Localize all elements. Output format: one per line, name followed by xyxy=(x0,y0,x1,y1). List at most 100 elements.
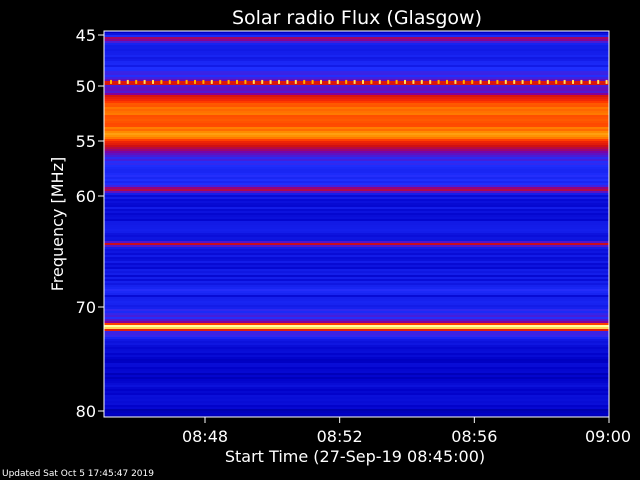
spectrum-row xyxy=(104,31,609,33)
spectrum-row xyxy=(104,355,609,357)
interference-dot xyxy=(429,79,432,84)
spectrum-row xyxy=(104,45,609,47)
spectrum-row xyxy=(104,67,609,69)
spectrum-row xyxy=(104,357,609,359)
spectrum-row xyxy=(104,105,609,107)
spectrum-row xyxy=(104,303,609,305)
interference-dot xyxy=(412,79,415,84)
spectrum-row xyxy=(104,383,609,385)
spectrum-row xyxy=(104,111,609,113)
spectrum-row xyxy=(104,285,609,287)
spectrum-row xyxy=(104,305,609,307)
spectrum-row xyxy=(104,55,609,57)
interference-dot xyxy=(479,79,482,84)
spectrum-row xyxy=(104,257,609,259)
spectrum-row xyxy=(104,329,609,331)
spectrum-row xyxy=(104,239,609,241)
spectrum-row xyxy=(104,231,609,233)
interference-dot xyxy=(462,79,465,84)
spectrum-row xyxy=(104,113,609,115)
spectrum-row xyxy=(104,263,609,265)
spectrum-row xyxy=(104,205,609,207)
spectrum-row xyxy=(104,235,609,237)
spectrum-row xyxy=(104,123,609,125)
spectrum-row xyxy=(104,399,609,401)
spectrum-row xyxy=(104,93,609,95)
spectrum-row xyxy=(104,77,609,79)
spectrum-row xyxy=(104,97,609,99)
spectrum-row xyxy=(104,73,609,75)
spectrum-row xyxy=(104,139,609,141)
interference-dot xyxy=(168,79,171,84)
spectrum-row xyxy=(104,181,609,183)
y-tick-label: 80 xyxy=(76,402,96,421)
updated-timestamp: Updated Sat Oct 5 17:45:47 2019 xyxy=(2,469,154,479)
spectrum-row xyxy=(104,245,609,247)
interference-dot xyxy=(378,79,381,84)
spectrum-row xyxy=(104,277,609,279)
y-tick-label: 45 xyxy=(76,26,96,45)
spectrum-row xyxy=(104,153,609,155)
interference-dot xyxy=(152,79,154,84)
spectrum-row xyxy=(104,149,609,151)
spectrum-row xyxy=(104,223,609,225)
spectrum-row xyxy=(104,363,609,365)
spectrum-row xyxy=(104,117,609,119)
plot-area xyxy=(103,30,610,418)
spectrum-row xyxy=(104,261,609,263)
spectrum-row xyxy=(104,271,609,273)
spectrum-row xyxy=(104,57,609,59)
spectrum-row xyxy=(104,49,609,51)
spectrum-row xyxy=(104,39,609,41)
spectrum-row xyxy=(104,301,609,303)
spectrum-row xyxy=(104,109,609,111)
spectrum-row xyxy=(104,339,609,341)
spectrum-row xyxy=(104,255,609,257)
x-tick-label: 08:52 xyxy=(317,427,363,446)
interference-dot xyxy=(269,79,272,84)
spectrum-row xyxy=(104,145,609,147)
spectrum-row xyxy=(104,359,609,361)
interference-dot xyxy=(244,79,247,84)
interference-dot xyxy=(513,79,516,84)
spectrum-row xyxy=(104,365,609,367)
y-tick-label: 50 xyxy=(76,77,96,96)
spectrum-row xyxy=(104,179,609,181)
spectrum-row xyxy=(104,225,609,227)
spectrum-row xyxy=(104,391,609,393)
spectrum-row xyxy=(104,247,609,249)
spectrum-row xyxy=(104,369,609,371)
spectrum-row xyxy=(104,43,609,45)
spectrum-row xyxy=(104,75,609,77)
interference-dot xyxy=(446,79,448,84)
interference-dot xyxy=(219,79,222,84)
spectrum-row xyxy=(104,361,609,363)
spectrum-row xyxy=(104,389,609,391)
spectrum-row xyxy=(104,325,609,327)
spectrum-row xyxy=(104,379,609,381)
spectrum-row xyxy=(104,283,609,285)
spectrum-row xyxy=(104,397,609,399)
spectrum-row xyxy=(104,201,609,203)
spectrum-row xyxy=(104,61,609,63)
spectrum-row xyxy=(104,91,609,93)
interference-dot xyxy=(395,79,398,84)
x-axis-label: Start Time (27-Sep-19 08:45:00) xyxy=(225,447,485,466)
spectrum-row xyxy=(104,207,609,209)
interference-dot xyxy=(362,79,364,84)
spectrum-row xyxy=(104,289,609,291)
interference-dot xyxy=(261,79,264,84)
spectrum-row xyxy=(104,157,609,159)
interference-dot xyxy=(236,79,238,84)
spectrum-row xyxy=(104,133,609,135)
x-tick-label: 09:00 xyxy=(585,427,631,446)
spectrum-row xyxy=(104,265,609,267)
chart-title: Solar radio Flux (Glasgow) xyxy=(232,7,482,29)
interference-dot xyxy=(454,79,457,84)
spectrum-row xyxy=(104,141,609,143)
interference-dot xyxy=(126,79,129,84)
spectrum-row xyxy=(104,293,609,295)
spectrum-row xyxy=(104,395,609,397)
spectrum-row xyxy=(104,229,609,231)
spectrum-row xyxy=(104,125,609,127)
